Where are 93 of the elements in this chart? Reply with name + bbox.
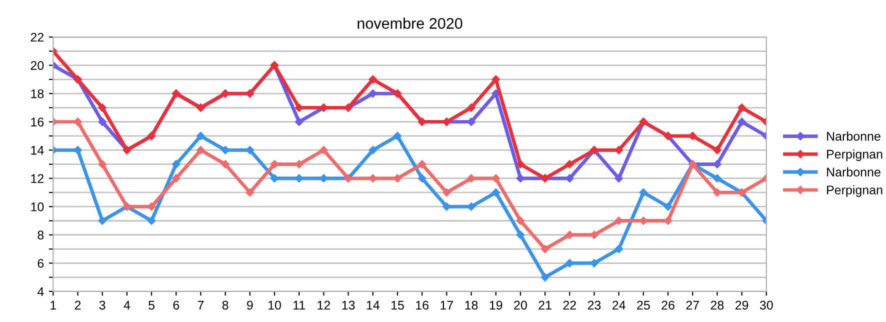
point — [172, 160, 180, 168]
point — [442, 188, 451, 197]
x-tick-label: 3 — [99, 300, 106, 310]
point — [467, 174, 476, 182]
x-tick-label: 23 — [588, 300, 601, 310]
x-tick-label: 9 — [247, 300, 253, 310]
point — [738, 118, 746, 126]
point — [320, 174, 328, 182]
x-tick-label: 18 — [465, 300, 478, 310]
x-tick-label: 28 — [710, 300, 724, 310]
point — [98, 118, 106, 126]
x-tick-label: 29 — [735, 300, 748, 310]
point — [467, 118, 476, 126]
point — [418, 174, 426, 182]
y-tick-label: 16 — [31, 118, 44, 126]
x-tick-label: 11 — [294, 300, 305, 310]
point — [467, 202, 476, 211]
x-tick-label: 27 — [686, 300, 699, 310]
chart-title: novembre 2020 — [358, 18, 462, 29]
point — [614, 174, 623, 182]
point — [221, 160, 230, 168]
x-tick-label: 12 — [318, 300, 330, 310]
legend-label: Narbonne — [827, 132, 880, 141]
point — [368, 75, 378, 84]
point — [294, 104, 304, 112]
point — [590, 259, 598, 268]
point — [492, 188, 500, 197]
x-tick-label: 6 — [173, 300, 180, 310]
point — [492, 89, 500, 98]
y-tick-label: 6 — [38, 258, 44, 268]
point — [320, 146, 328, 154]
x-tick-label: 22 — [563, 300, 576, 310]
point — [196, 132, 205, 140]
x-tick-label: 5 — [148, 300, 154, 310]
point — [294, 118, 304, 126]
x-tick-label: 17 — [440, 300, 453, 310]
point — [664, 202, 672, 211]
legend-label: Narbonne — [827, 167, 880, 177]
point — [98, 216, 106, 225]
x-tick-label: 14 — [366, 300, 380, 310]
x-tick-label: 1 — [50, 300, 56, 310]
x-tick-label: 25 — [637, 300, 650, 310]
point — [516, 230, 525, 240]
x-tick-label: 21 — [538, 300, 552, 310]
point — [516, 216, 525, 225]
x-tick-label: 2 — [74, 300, 81, 310]
point — [147, 216, 156, 225]
x-tick-label: 4 — [124, 300, 130, 310]
point — [74, 118, 82, 126]
y-tick-label: 8 — [38, 230, 44, 240]
x-tick-label: 13 — [342, 300, 355, 310]
y-tick-label: 14 — [31, 146, 44, 155]
point — [639, 188, 648, 197]
y-tick-label: 10 — [31, 202, 44, 212]
point — [713, 174, 722, 182]
x-tick-label: 24 — [612, 300, 626, 310]
point — [467, 104, 476, 112]
point — [172, 174, 180, 182]
point — [98, 104, 106, 112]
point — [614, 244, 623, 254]
point — [566, 160, 574, 168]
point — [738, 104, 746, 112]
point — [540, 273, 550, 282]
point — [418, 160, 426, 168]
point — [566, 174, 574, 182]
point — [246, 188, 254, 197]
point — [713, 146, 722, 154]
point — [540, 244, 550, 254]
x-tick-label: 16 — [416, 300, 428, 310]
point — [196, 146, 205, 154]
x-tick-label: 15 — [391, 300, 404, 310]
x-tick-label: 26 — [662, 300, 674, 310]
point — [74, 146, 82, 154]
x-tick-label: 8 — [222, 300, 228, 310]
point — [393, 132, 402, 140]
point — [590, 230, 598, 240]
point — [98, 160, 106, 168]
legend-label: Perpignan — [827, 185, 882, 197]
legend-label: Perpignan — [827, 149, 882, 162]
x-tick-label: 19 — [490, 300, 502, 310]
y-tick-label: 12 — [31, 174, 44, 183]
x-tick-label: 7 — [198, 300, 204, 310]
y-tick-label: 20 — [30, 61, 44, 70]
point — [492, 75, 500, 84]
y-tick-label: 22 — [30, 32, 44, 42]
x-tick-label: 20 — [514, 300, 527, 310]
x-tick-label: 10 — [268, 300, 281, 310]
point — [221, 146, 230, 154]
point — [516, 160, 525, 168]
y-tick-label: 4 — [37, 287, 44, 296]
y-tick-label: 18 — [31, 89, 44, 98]
x-tick-label: 30 — [760, 300, 773, 310]
point — [368, 146, 378, 154]
